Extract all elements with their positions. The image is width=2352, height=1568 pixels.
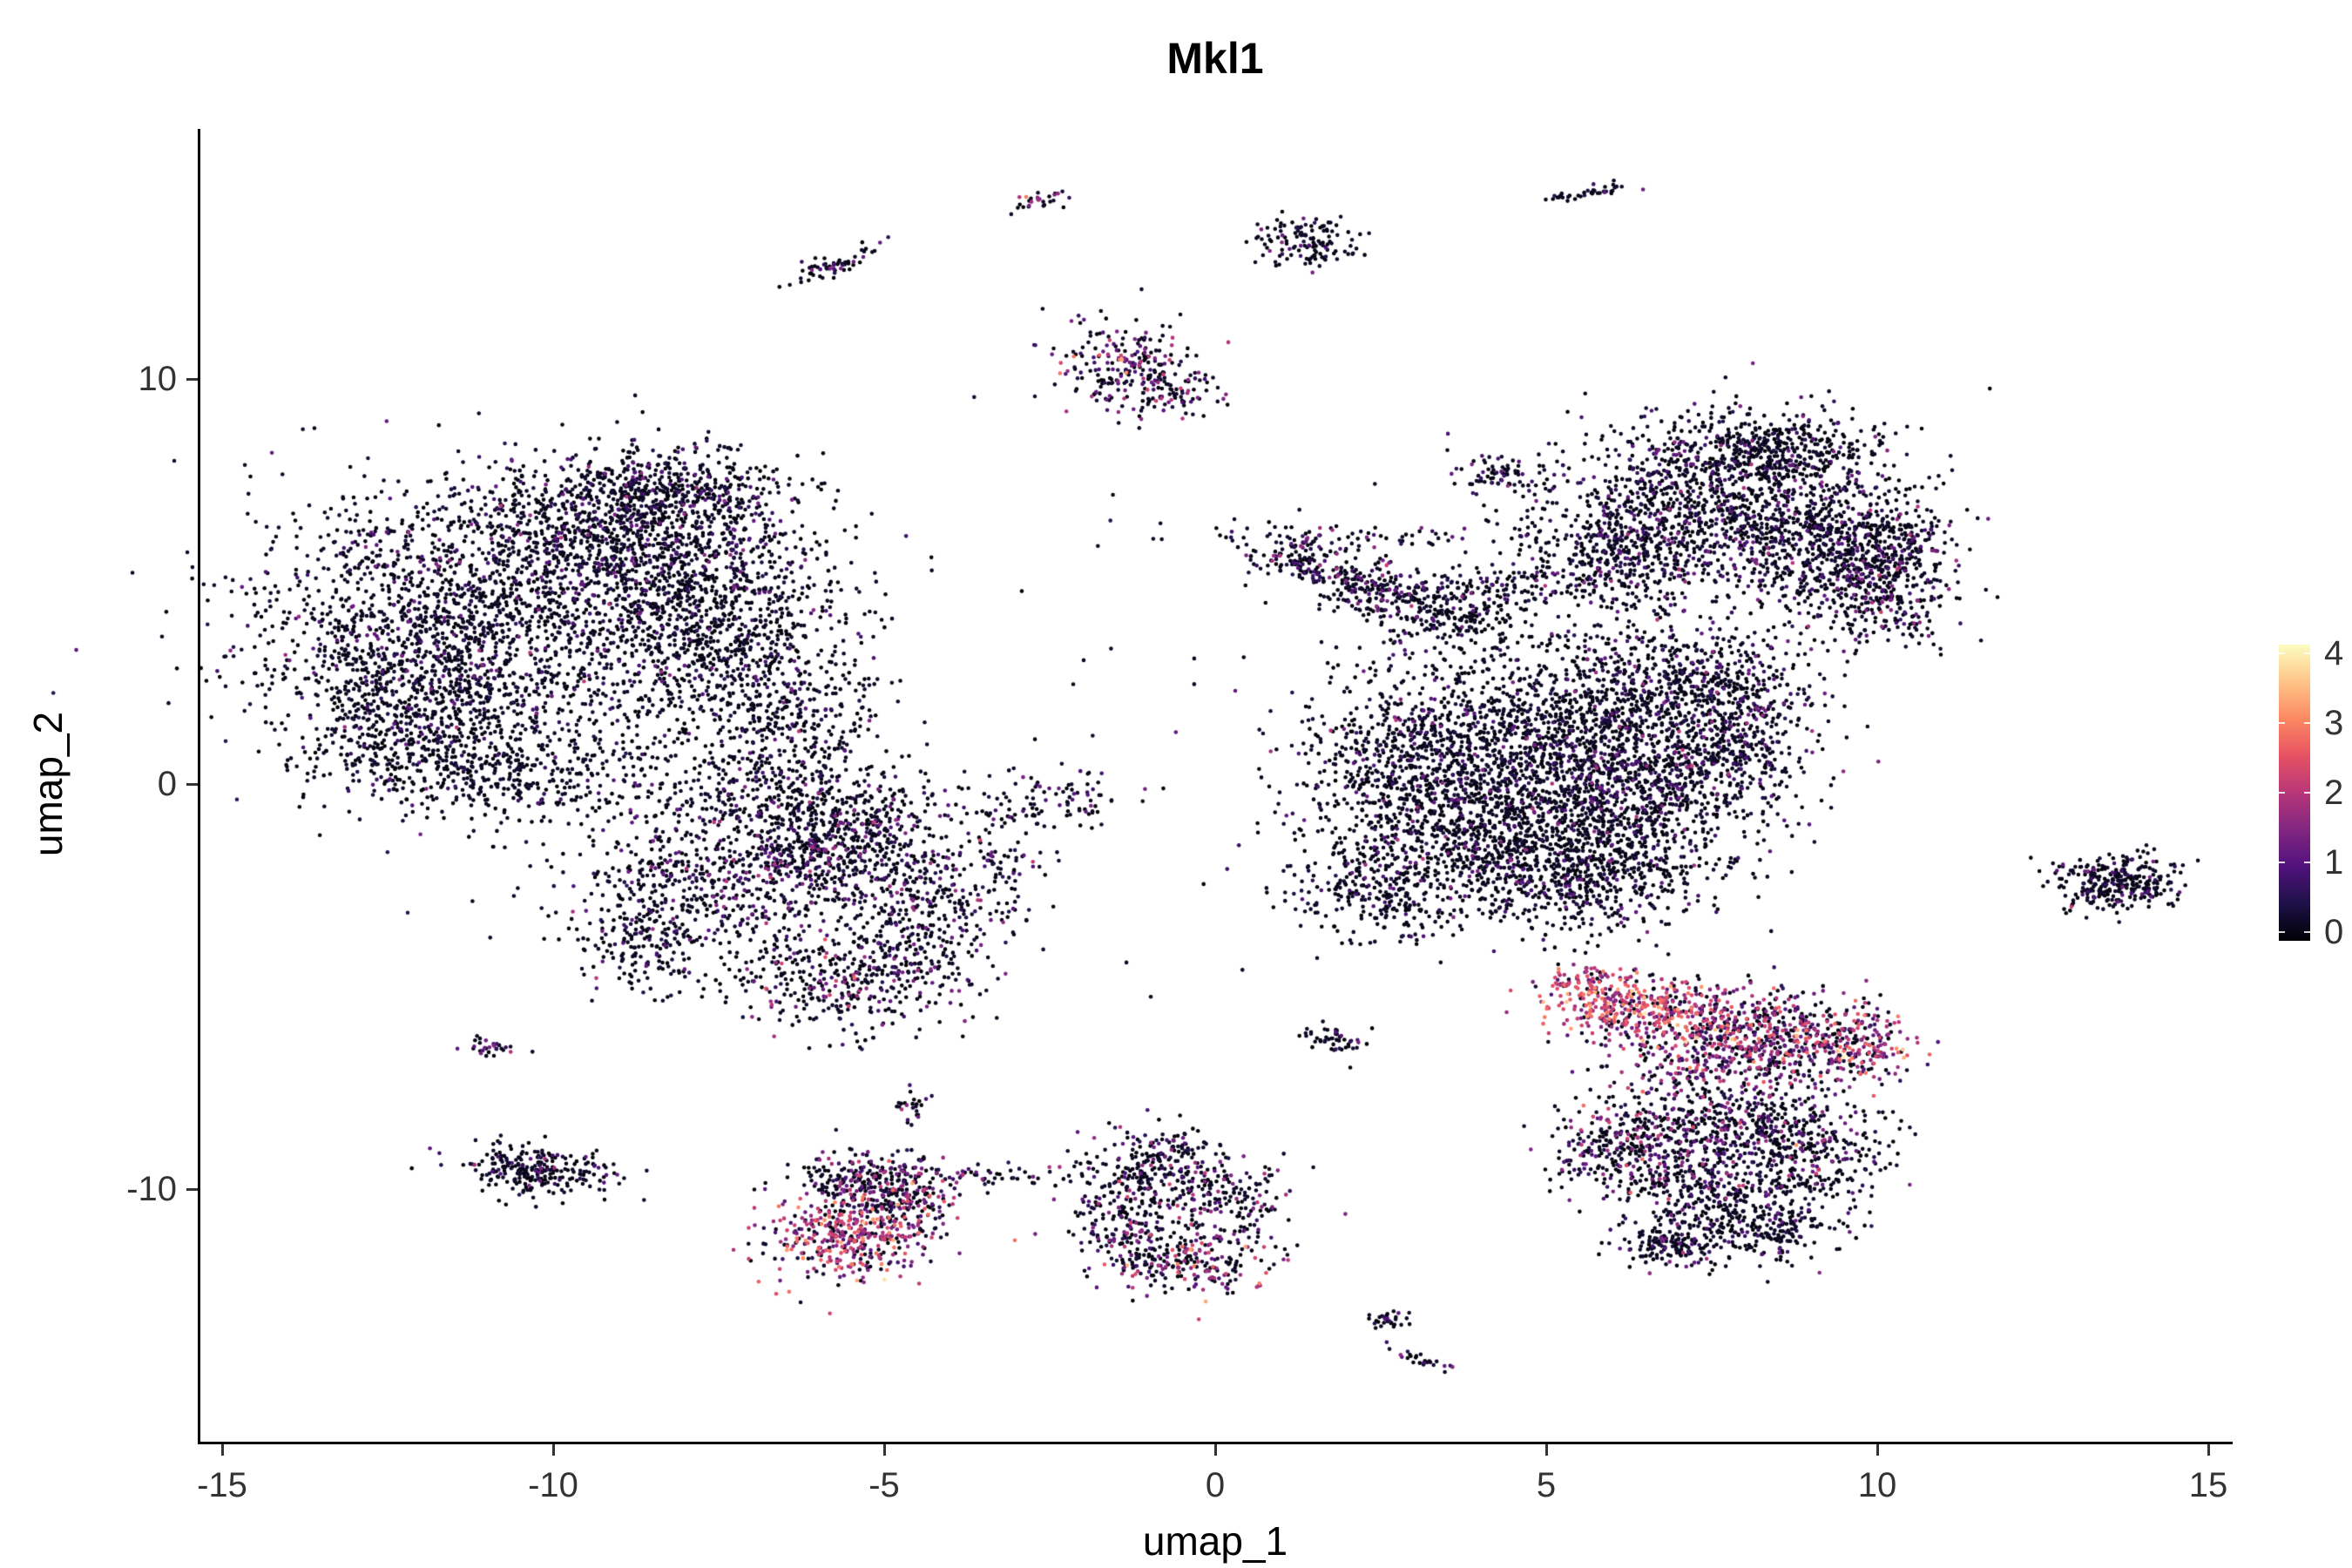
colorbar-tick-mark bbox=[2279, 862, 2285, 864]
x-tick-mark bbox=[1544, 1444, 1548, 1456]
y-tick-label: 10 bbox=[138, 360, 178, 398]
colorbar-tick-mark bbox=[2279, 792, 2285, 794]
x-tick-label: -15 bbox=[197, 1466, 247, 1504]
colorbar-tick-mark bbox=[2304, 722, 2310, 725]
y-tick-mark bbox=[186, 1187, 198, 1191]
colorbar-tick-mark bbox=[2279, 931, 2285, 934]
x-tick-label: 10 bbox=[1857, 1466, 1897, 1504]
x-tick-mark bbox=[551, 1444, 555, 1456]
x-tick-label: 0 bbox=[1205, 1466, 1226, 1504]
x-axis-title: umap_1 bbox=[1142, 1518, 1288, 1564]
colorbar-tick-label: 0 bbox=[2324, 913, 2344, 952]
x-tick-mark bbox=[1876, 1444, 1879, 1456]
x-tick-mark bbox=[1213, 1444, 1217, 1456]
y-tick-label: 0 bbox=[157, 765, 177, 803]
colorbar-tick-label: 3 bbox=[2324, 704, 2344, 743]
colorbar-tick-mark bbox=[2304, 931, 2310, 934]
x-tick-label: 5 bbox=[1536, 1466, 1557, 1504]
x-tick-label: -10 bbox=[528, 1466, 578, 1504]
x-tick-mark bbox=[2207, 1444, 2210, 1456]
colorbar-tick-label: 2 bbox=[2324, 774, 2344, 813]
x-axis-line bbox=[198, 1442, 2233, 1444]
x-tick-label: 15 bbox=[2188, 1466, 2228, 1504]
y-tick-mark bbox=[186, 377, 198, 381]
y-axis-line bbox=[198, 129, 200, 1444]
colorbar-tick-mark bbox=[2304, 652, 2310, 655]
colorbar-tick-mark bbox=[2279, 652, 2285, 655]
colorbar-tick-mark bbox=[2304, 862, 2310, 864]
y-tick-mark bbox=[186, 782, 198, 786]
y-axis-title: umap_2 bbox=[25, 711, 71, 857]
x-tick-label: -5 bbox=[868, 1466, 900, 1504]
x-tick-mark bbox=[882, 1444, 886, 1456]
colorbar-tick-mark bbox=[2279, 722, 2285, 725]
colorbar-tick-label: 4 bbox=[2324, 634, 2344, 673]
y-tick-label: -10 bbox=[126, 1170, 177, 1208]
x-tick-mark bbox=[220, 1444, 224, 1456]
colorbar-tick-label: 1 bbox=[2324, 843, 2344, 882]
colorbar-tick-mark bbox=[2304, 792, 2310, 794]
